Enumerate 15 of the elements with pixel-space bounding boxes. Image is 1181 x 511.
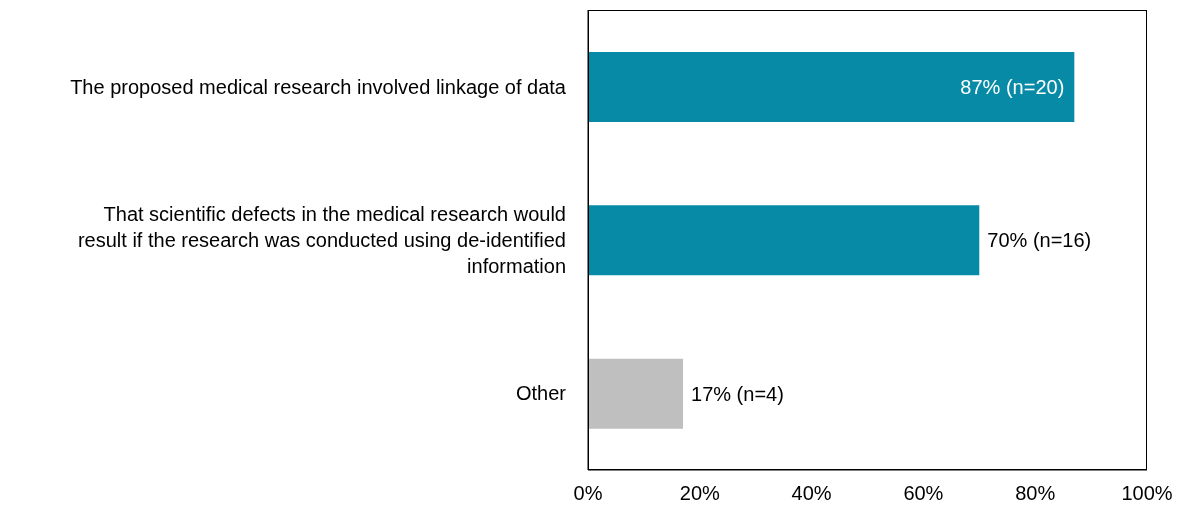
bar: [588, 205, 980, 276]
x-tick-label: 20%: [679, 482, 721, 505]
y-tick-label: That scientific defects in the medical research would result if the research was conducted using de-identified information: [77, 203, 566, 277]
y-tick-label: Other: [515, 382, 567, 405]
data-label: 87% (n=20): [960, 76, 1065, 98]
x-tick-label: 0%: [573, 482, 603, 505]
y-tick-label: The proposed medical research involved linkage of data: [70, 75, 567, 98]
data-label: 17% (n=4): [691, 382, 784, 405]
bar: [588, 52, 1075, 122]
data-label: 70% (n=16): [987, 229, 1092, 252]
x-tick-label: 40%: [791, 482, 832, 505]
bar: [588, 358, 684, 429]
x-tick-label: 100%: [1121, 482, 1173, 505]
x-tick-label: 80%: [1015, 482, 1056, 505]
x-tick-label: 60%: [903, 482, 944, 505]
